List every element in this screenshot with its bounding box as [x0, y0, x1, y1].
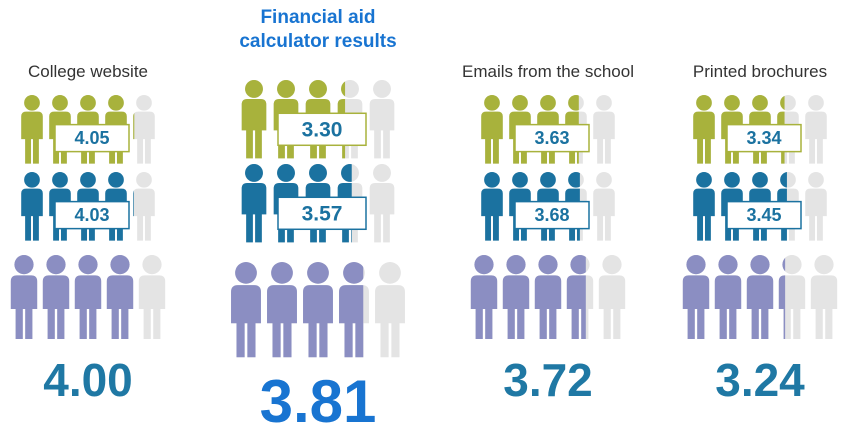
value-label: 3.68 [534, 205, 569, 225]
value-label: 4.03 [74, 205, 109, 225]
category-label: College website [27, 62, 148, 81]
value-label: 3.63 [534, 128, 569, 148]
overall-value: 4.00 [43, 354, 133, 406]
value-box [54, 123, 130, 153]
value-box [726, 123, 802, 153]
filled-icons [10, 255, 134, 339]
filled-icons [470, 255, 586, 340]
value-label: 3.34 [746, 128, 781, 148]
overall-value: 3.81 [260, 368, 377, 430]
filled-icons [682, 255, 786, 340]
value-label: 3.30 [302, 118, 343, 141]
value-box [277, 112, 367, 147]
value-box [277, 196, 367, 231]
category-label: Printed brochures [692, 62, 828, 81]
overall-value: 3.72 [503, 354, 593, 406]
value-box [514, 123, 590, 153]
value-label: 3.57 [302, 202, 343, 225]
overall-value: 3.24 [715, 354, 805, 406]
category-label: Financial aid calculator results [239, 7, 397, 52]
category-label: Emails from the school [462, 62, 634, 81]
value-box [726, 200, 802, 230]
filled-icons [231, 262, 364, 358]
value-label: 3.45 [746, 205, 781, 225]
value-label: 4.05 [74, 128, 109, 148]
value-box [514, 200, 590, 230]
value-box [54, 200, 130, 230]
